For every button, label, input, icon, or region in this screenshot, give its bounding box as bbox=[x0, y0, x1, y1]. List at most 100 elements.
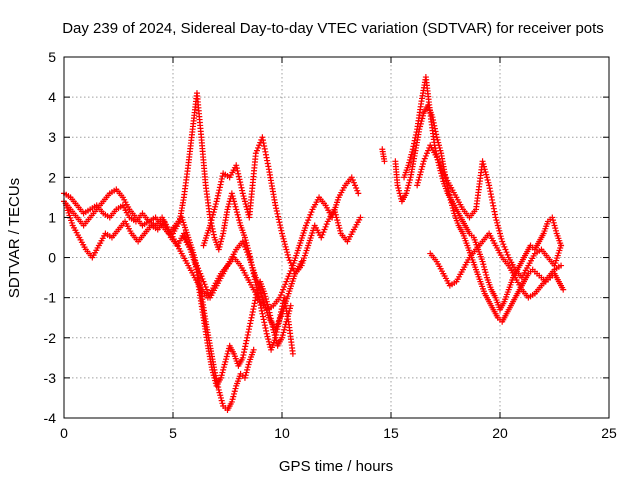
data-point bbox=[279, 289, 285, 296]
data-point bbox=[302, 222, 309, 229]
data-point bbox=[321, 226, 328, 233]
data-point bbox=[298, 258, 305, 265]
data-point bbox=[405, 182, 412, 189]
data-point bbox=[404, 185, 411, 192]
data-point bbox=[284, 251, 291, 258]
data-point bbox=[283, 278, 290, 285]
data-point bbox=[406, 156, 413, 163]
data-point bbox=[350, 179, 357, 186]
data-point bbox=[410, 143, 417, 150]
data-point bbox=[481, 263, 488, 270]
data-point bbox=[188, 249, 195, 256]
data-point bbox=[230, 195, 237, 202]
data-point bbox=[550, 219, 557, 226]
data-point bbox=[252, 150, 259, 157]
data-point bbox=[214, 195, 221, 202]
data-point bbox=[197, 270, 204, 277]
data-point bbox=[248, 314, 255, 321]
data-point bbox=[423, 150, 430, 157]
data-point bbox=[242, 340, 249, 347]
data-point bbox=[333, 214, 340, 221]
data-point bbox=[263, 296, 270, 303]
data-point bbox=[417, 171, 424, 178]
data-point bbox=[494, 219, 501, 226]
data-point bbox=[233, 209, 240, 216]
data-point bbox=[196, 267, 203, 274]
data-point bbox=[479, 258, 486, 265]
data-point bbox=[277, 224, 284, 231]
y-tick-label: -4 bbox=[44, 410, 57, 426]
data-point bbox=[286, 257, 293, 264]
y-tick-label: 4 bbox=[48, 89, 56, 105]
data-point bbox=[228, 398, 235, 405]
x-axis-label: GPS time / hours bbox=[279, 458, 393, 475]
data-point bbox=[433, 154, 440, 161]
data-point bbox=[164, 226, 171, 233]
data-point bbox=[281, 326, 288, 333]
data-point bbox=[419, 160, 426, 167]
y-tick-label: 1 bbox=[48, 209, 56, 225]
data-point bbox=[216, 243, 223, 250]
data-point bbox=[244, 364, 251, 371]
data-point bbox=[262, 293, 269, 300]
data-point bbox=[236, 176, 243, 183]
data-point bbox=[414, 179, 421, 186]
data-point bbox=[260, 313, 267, 320]
data-point bbox=[355, 190, 362, 197]
data-point bbox=[211, 206, 218, 213]
data-point bbox=[244, 249, 251, 256]
data-point bbox=[241, 374, 248, 381]
data-point bbox=[483, 174, 490, 181]
data-point bbox=[277, 313, 284, 320]
data-points bbox=[61, 74, 567, 413]
data-point bbox=[241, 349, 248, 356]
data-point bbox=[240, 193, 247, 200]
data-point bbox=[417, 168, 424, 175]
data-point bbox=[215, 246, 222, 253]
data-point bbox=[258, 307, 265, 314]
x-tick-label: 15 bbox=[383, 425, 399, 441]
y-axis-label: SDTVAR / TECUs bbox=[6, 178, 23, 298]
data-point bbox=[279, 230, 285, 237]
x-tick-label: 10 bbox=[274, 425, 290, 441]
data-point bbox=[304, 219, 311, 226]
data-point bbox=[245, 361, 252, 368]
data-point bbox=[279, 233, 286, 240]
data-point bbox=[550, 217, 557, 224]
data-point bbox=[240, 351, 247, 358]
data-point bbox=[233, 162, 240, 169]
data-point bbox=[497, 230, 503, 237]
data-point bbox=[242, 372, 249, 379]
data-point bbox=[260, 316, 267, 323]
data-point bbox=[275, 213, 282, 220]
data-point bbox=[497, 233, 504, 240]
data-point bbox=[406, 159, 413, 166]
y-tick-label: 5 bbox=[48, 49, 56, 65]
data-point bbox=[218, 235, 225, 242]
data-point bbox=[263, 330, 270, 337]
data-point bbox=[481, 166, 488, 173]
data-point bbox=[273, 208, 280, 215]
data-point bbox=[492, 214, 499, 221]
data-point bbox=[265, 336, 272, 343]
data-point bbox=[234, 167, 241, 174]
data-point bbox=[280, 329, 287, 336]
data-point bbox=[405, 162, 412, 169]
data-point bbox=[235, 214, 242, 221]
data-point bbox=[407, 154, 414, 161]
data-point bbox=[217, 394, 224, 401]
x-tick-label: 0 bbox=[60, 425, 68, 441]
data-point bbox=[208, 217, 215, 224]
data-point bbox=[247, 320, 254, 327]
data-point bbox=[279, 332, 286, 339]
data-point bbox=[282, 243, 289, 250]
data-point bbox=[265, 338, 272, 345]
data-point bbox=[230, 393, 237, 400]
data-point bbox=[480, 261, 487, 268]
data-point bbox=[231, 388, 238, 395]
data-point bbox=[503, 249, 510, 256]
data-point bbox=[336, 225, 343, 232]
data-point bbox=[272, 334, 279, 341]
data-point bbox=[250, 303, 257, 310]
data-point bbox=[480, 160, 487, 167]
